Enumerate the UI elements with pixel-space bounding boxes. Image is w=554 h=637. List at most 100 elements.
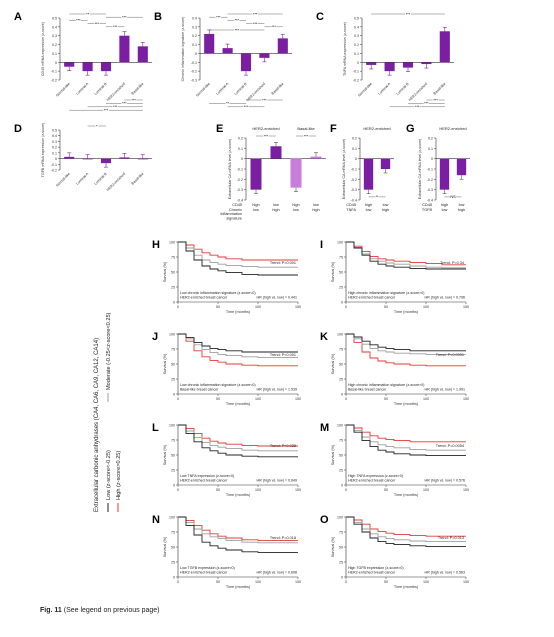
sig-label: ***: [235, 19, 240, 23]
y-tick-label: -0.4: [427, 199, 433, 203]
trend-label: Trend: P=0.028: [270, 444, 296, 448]
y-tick-label: 0: [173, 484, 175, 488]
x-tick-label: 150: [295, 305, 301, 309]
panel-F: F -0.4 -0.3 -0.2 -0.1 0 0.1 0.2 Extracellular CA…: [330, 123, 394, 212]
trend-label: Trend: P=0.018: [270, 536, 296, 540]
sig-label: ***: [415, 105, 420, 109]
sig-label: **: [226, 102, 229, 106]
y-tick-label: 0.1: [238, 147, 243, 151]
y-tick-label: 75: [339, 348, 343, 352]
panel-label-N: N: [152, 514, 160, 526]
group-label: HER2-enriched: [252, 126, 279, 131]
sig-label: ***: [113, 105, 118, 109]
y-tick-label: 75: [339, 531, 343, 535]
sig-label: ***: [253, 12, 258, 16]
panel-K: K 0 25 50 75 100 0 50 100 150 Time (months) Surviva…: [320, 331, 469, 406]
y-tick-label: 0.2: [352, 137, 357, 141]
hazard-ratio-label: HR (high vs. low) = 1.539: [257, 388, 297, 392]
bar-D-0: [64, 156, 75, 159]
row-label: CD45: [422, 203, 432, 207]
x-tick-label: 100: [255, 488, 261, 492]
bar-C-0: [366, 62, 377, 65]
sig-label: ***: [406, 12, 411, 16]
cohort-label: Basal-like breast cancer: [180, 388, 219, 392]
panel-label-M: M: [320, 422, 329, 434]
x-tick-label: Basal-like: [433, 82, 447, 96]
x-tick-label: 0: [177, 488, 179, 492]
sig-label: ***: [122, 102, 127, 106]
x-tick-label: Normal-like: [55, 172, 71, 188]
bar-A-4: [137, 46, 148, 63]
row-value: low: [442, 208, 448, 212]
bar-D-1: [82, 158, 93, 160]
y-axis-label: TGFB mRNA expression (z-score): [41, 123, 45, 178]
x-tick-label: 150: [463, 488, 469, 492]
y-tick-label: 100: [169, 241, 175, 245]
x-tick-label: Luminal B: [94, 171, 109, 186]
panel-E: E -0.4 -0.3 -0.2 -0.1 0 0.1 0.2 Extracellular CA…: [216, 123, 326, 220]
x-tick-label: 0: [345, 305, 347, 309]
y-tick-label: 50: [171, 271, 175, 275]
x-tick-label: Basal-like: [131, 172, 145, 186]
cohort-label: HER2-enriched breast cancer: [180, 571, 228, 575]
y-tick-label: 0: [55, 61, 57, 65]
row-label: Chronic: [229, 208, 242, 212]
bar-A-3: [119, 35, 130, 63]
x-tick-label: Basal-like: [131, 82, 145, 96]
panel-label-L: L: [152, 422, 159, 434]
y-tick-label: 25: [339, 561, 343, 565]
survival-curve-red: [346, 424, 466, 443]
bar-C-4: [439, 31, 450, 63]
y-tick-label: 0.4: [192, 17, 197, 21]
y-tick-label: 0: [173, 393, 175, 397]
row-value: low: [459, 203, 465, 207]
y-tick-label: 50: [171, 546, 175, 550]
row-value: high: [382, 208, 389, 212]
x-tick-label: 100: [423, 397, 429, 401]
row-label: signature: [226, 216, 242, 220]
x-tick-label: 150: [295, 488, 301, 492]
sig-label: ***: [271, 25, 276, 29]
row-value: high: [272, 208, 279, 212]
x-tick-label: Normal-like: [357, 82, 373, 98]
bar-B-0: [204, 33, 215, 54]
sig-label: *: [96, 124, 98, 128]
sig-label: **: [376, 195, 379, 199]
sig-label: ***: [424, 102, 429, 106]
y-tick-label: -0.2: [51, 169, 57, 173]
bar-G-1: [456, 158, 467, 176]
y-tick-label: 0.2: [428, 137, 433, 141]
y-axis-label: Survival (%): [331, 444, 335, 465]
x-axis-label: Time (months): [394, 585, 419, 589]
y-tick-label: 0: [341, 484, 343, 488]
y-tick-label: -0.3: [237, 188, 243, 192]
x-tick-label: 100: [423, 488, 429, 492]
y-tick-label: 0: [173, 301, 175, 305]
y-tick-label: 75: [339, 256, 343, 260]
figure-caption: Fig. 11 (See legend on previous page): [40, 607, 159, 614]
x-tick-label: 0: [345, 580, 347, 584]
y-tick-label: 100: [169, 516, 175, 520]
survival-curve-gray: [346, 333, 466, 355]
cohort-label: Basal-like breast cancer: [348, 388, 387, 392]
survival-curve-black: [178, 241, 298, 276]
hazard-ratio-label: HR (high vs. low) = 1.991: [425, 388, 465, 392]
panel-I: I 0 25 50 75 100 0 50 100 150 Time (months) Surviva…: [320, 239, 469, 314]
subset-label: Low chronic inflammation signature (z-sc…: [180, 291, 256, 295]
row-label: TGFB: [422, 208, 433, 212]
x-axis-label: Time (months): [394, 402, 419, 406]
y-axis-label: Survival (%): [331, 536, 335, 557]
y-tick-label: 0: [241, 157, 243, 161]
sig-label: ***: [113, 25, 118, 29]
x-tick-label: 150: [463, 580, 469, 584]
y-tick-label: -0.3: [427, 188, 433, 192]
sig-label: ***: [262, 98, 267, 102]
y-tick-label: 75: [171, 348, 175, 352]
x-tick-label: Luminal A: [377, 81, 391, 95]
y-tick-label: 25: [339, 286, 343, 290]
y-axis-label: Survival (%): [163, 261, 167, 282]
cohort-label: HER2-enriched breast cancer: [348, 296, 396, 300]
x-tick-label: 150: [463, 397, 469, 401]
x-tick-label: 150: [295, 580, 301, 584]
x-tick-label: 150: [463, 305, 469, 309]
